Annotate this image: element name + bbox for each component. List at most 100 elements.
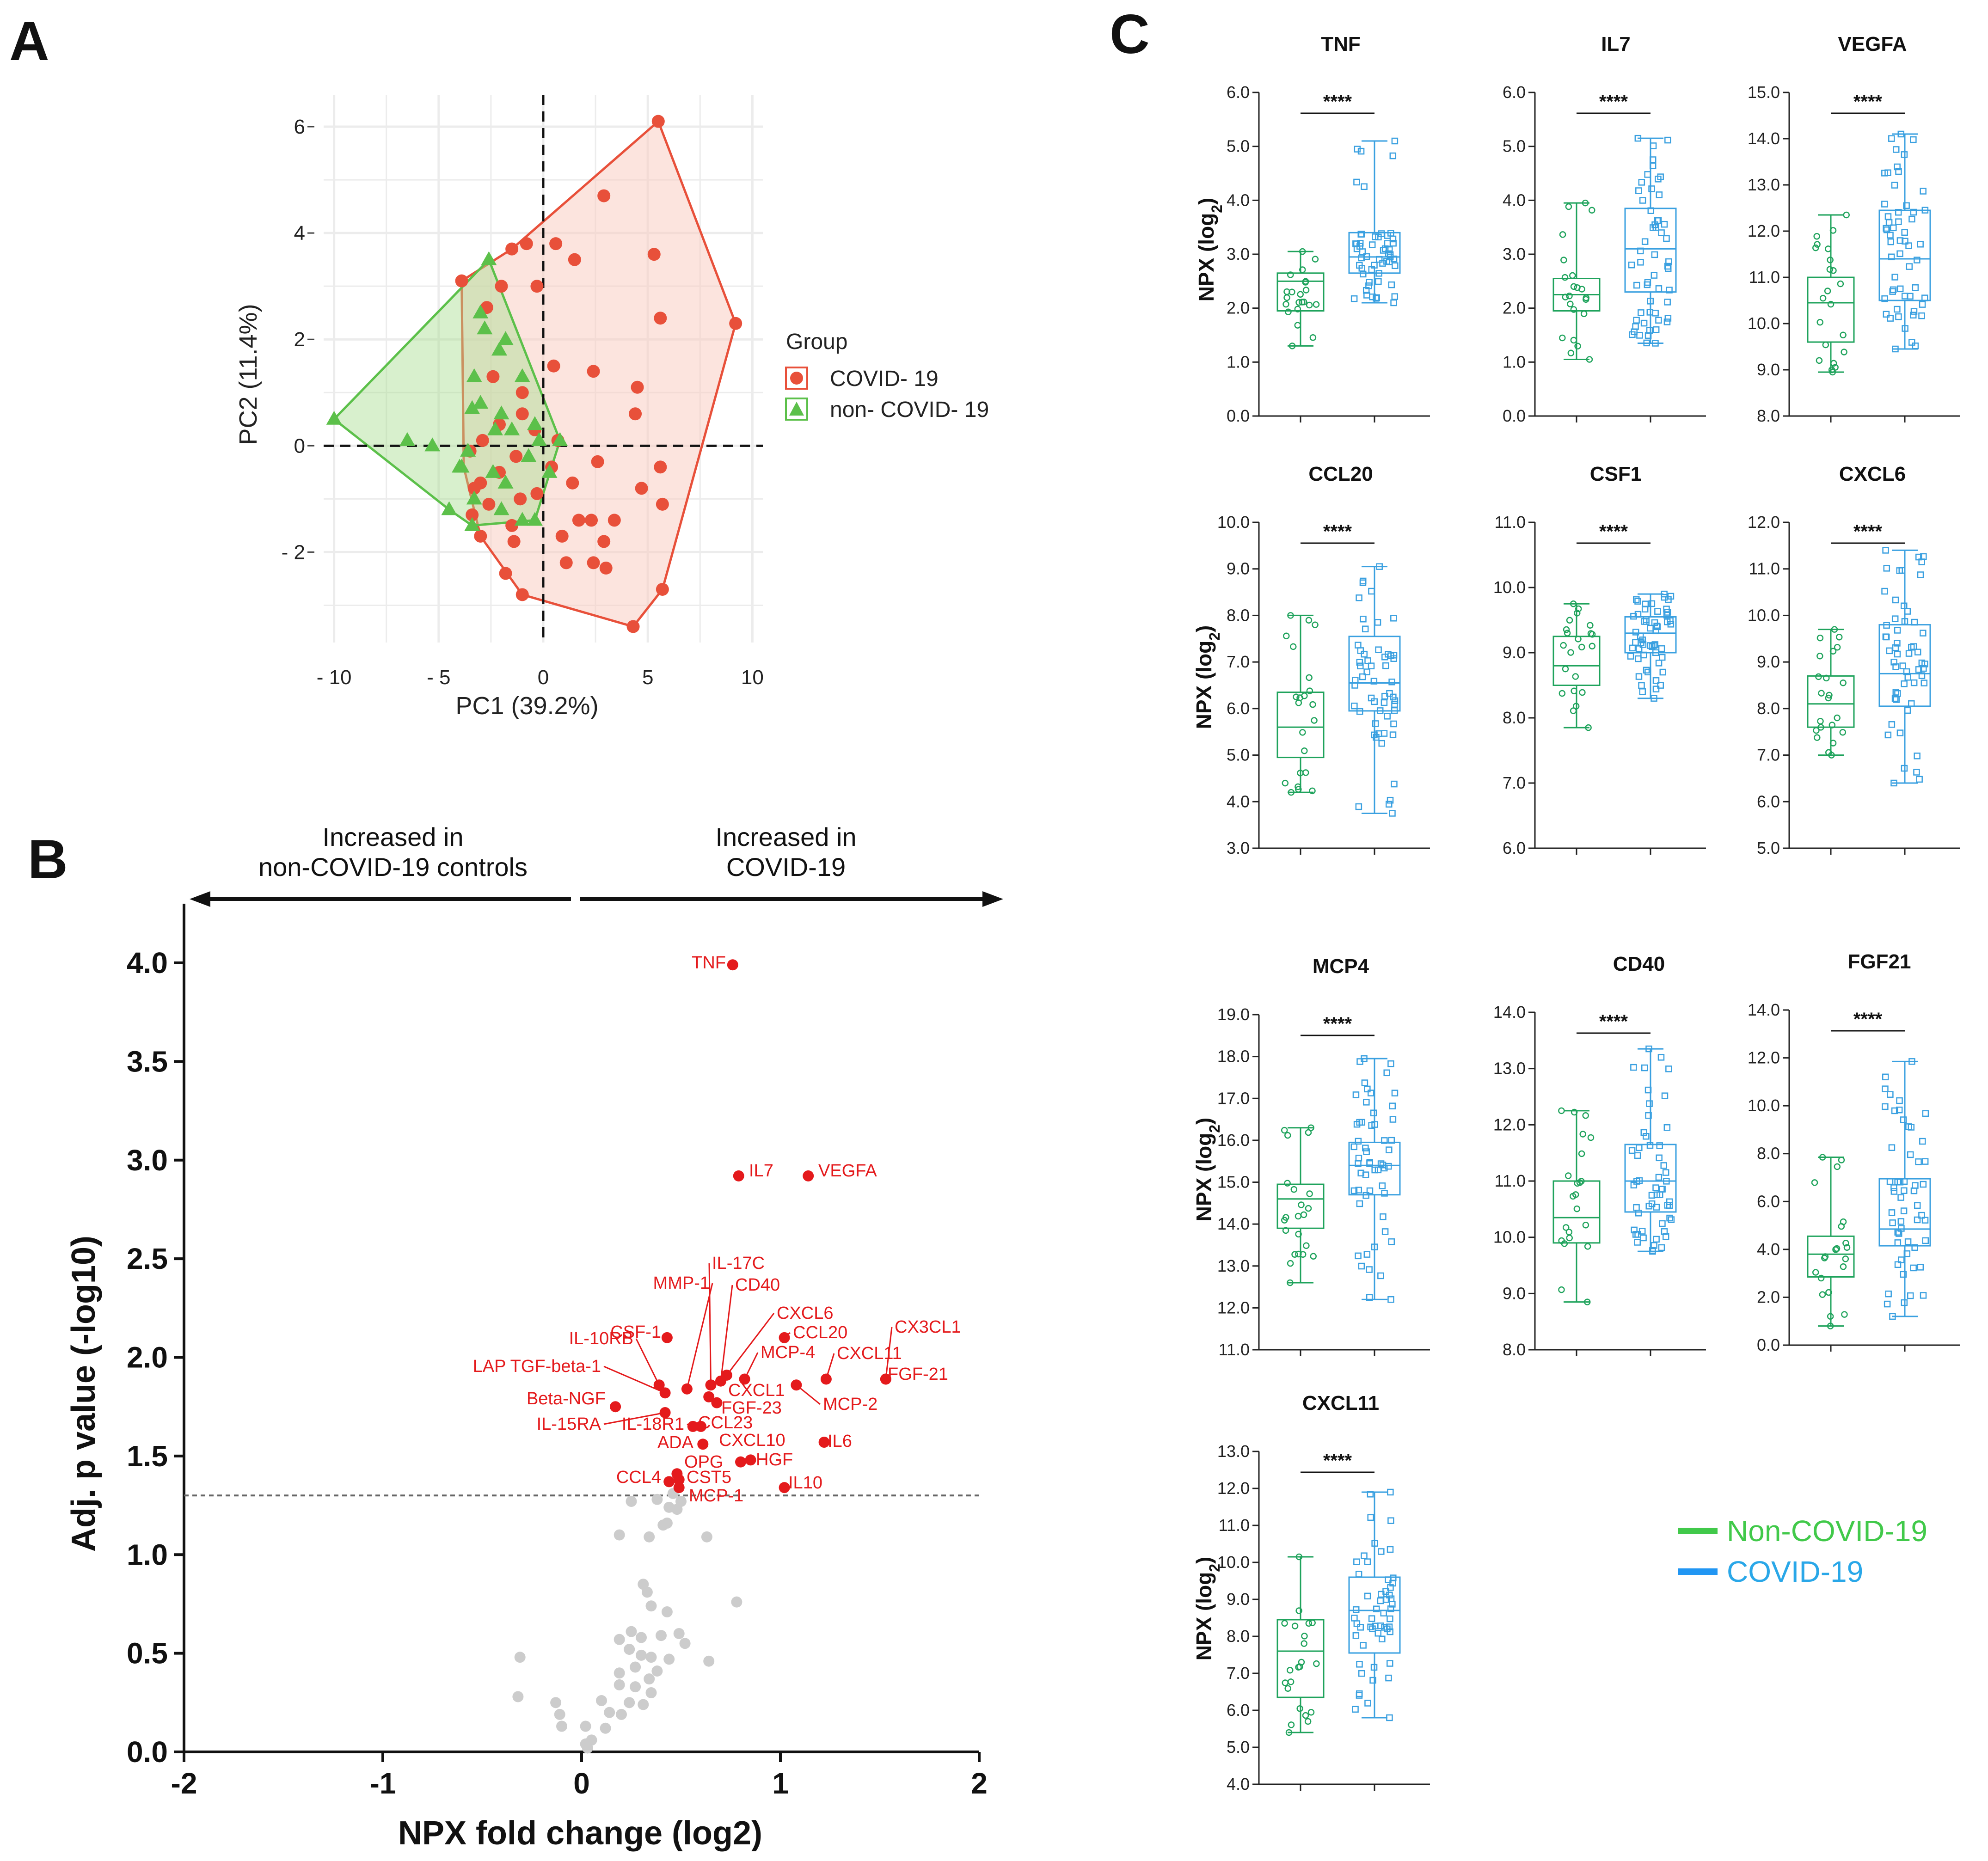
volcano-point-ns: [616, 1708, 627, 1720]
boxplot-point: [1827, 1313, 1834, 1320]
boxplot-point: [1302, 287, 1310, 294]
boxplot-point: [1663, 1178, 1670, 1185]
pca-point-noncovid: [497, 331, 514, 345]
boxplot-point: [1574, 343, 1581, 349]
boxplot-point: [1908, 643, 1915, 651]
boxplot-y-tick-label: 5.0: [1757, 839, 1780, 857]
boxplot-point: [1914, 257, 1921, 263]
volcano-point-ns: [614, 1529, 625, 1541]
boxplot-point: [1374, 1630, 1381, 1637]
pca-point-covid: [656, 497, 669, 511]
boxplot-point: [1883, 633, 1890, 641]
boxplot-point: [1823, 674, 1830, 682]
boxplot-point: [1908, 215, 1915, 223]
pca-point-covid: [530, 487, 544, 500]
boxplot-point: [1652, 1184, 1659, 1191]
boxplot-point: [1389, 152, 1397, 159]
pca-point-noncovid: [477, 320, 493, 335]
volcano-point-sig: [703, 1391, 715, 1402]
boxplot-point: [1642, 600, 1649, 607]
pca-point-covid: [499, 567, 512, 580]
boxplot-point: [1309, 334, 1317, 341]
boxplot-point: [1575, 636, 1582, 643]
boxplot-point: [1910, 679, 1918, 686]
boxplot-y-tick-label: 8.0: [1503, 1340, 1526, 1359]
boxplot-point: [1571, 687, 1577, 695]
boxplot-box: [1276, 272, 1325, 312]
boxplot-title: CXCL11: [1302, 1392, 1379, 1414]
boxplot-point: [1664, 299, 1671, 306]
boxplot-panel-cxcl11: CXCL11 4.0 5.0 6.0 7.0 8.0 9.0 10.0 11.0 12.0 13.0…: [1217, 1392, 1430, 1794]
boxplot-point: [1902, 325, 1908, 332]
boxplot-point: [1381, 730, 1388, 737]
volcano-point-sig: [727, 959, 738, 971]
boxplot-point: [1387, 1595, 1395, 1602]
volcano-point-ns: [651, 1494, 663, 1505]
boxplot-point: [1817, 1274, 1825, 1282]
boxplot-y-label-subscript: 2: [1206, 1564, 1223, 1572]
boxplot-point: [1910, 136, 1917, 143]
boxplot-point: [1379, 1635, 1386, 1643]
volcano-gene-label: TNF: [692, 953, 726, 973]
boxplot-point: [1301, 1640, 1307, 1647]
boxplot-point: [1917, 1264, 1924, 1271]
boxplot-point: [1657, 173, 1664, 180]
boxplot-y-tick-label: 4.0: [1227, 190, 1250, 209]
boxplot-point: [1918, 672, 1926, 679]
boxplot-point: [1635, 1210, 1642, 1217]
boxplot-point: [1384, 240, 1391, 247]
boxplot-point: [1304, 1718, 1312, 1725]
boxplot-point: [1818, 690, 1825, 697]
boxplot-y-tick-label: 4.0: [1757, 1240, 1780, 1259]
boxplot-point: [1902, 238, 1908, 245]
boxplot-point: [1387, 1517, 1394, 1524]
pca-point-covid: [587, 556, 600, 569]
boxplot-point: [1834, 714, 1841, 722]
volcano-point-sig: [735, 1456, 746, 1468]
boxplot-point: [1306, 674, 1313, 681]
boxplot-point: [1282, 1679, 1289, 1686]
boxplot-point: [1387, 1296, 1394, 1303]
boxplot-y-tick-label: 5.0: [1227, 1738, 1250, 1757]
boxplot-point: [1361, 1079, 1368, 1086]
volcano-point-ns: [624, 1644, 635, 1655]
boxplot-point: [1364, 657, 1371, 664]
volcano-point-sig: [745, 1454, 756, 1466]
boxplot-point: [1573, 610, 1581, 617]
boxplot-point: [1570, 1193, 1577, 1200]
boxplot-point: [1633, 596, 1640, 603]
boxplot-point: [1295, 786, 1302, 793]
boxplot-point: [1645, 1112, 1652, 1119]
boxplot-point: [1901, 765, 1908, 772]
boxplot-point: [1353, 1620, 1361, 1627]
boxplot-point: [1572, 703, 1580, 710]
boxplot-point: [1904, 1238, 1912, 1245]
boxplot-point: [1582, 1112, 1589, 1119]
boxplot-point: [1643, 1133, 1650, 1140]
boxplot-point: [1356, 1058, 1363, 1065]
boxplot-point: [1352, 1706, 1359, 1713]
boxplot-point: [1824, 245, 1832, 252]
boxplot-point: [1389, 1116, 1397, 1123]
boxplot-point: [1895, 168, 1902, 175]
volcano-y-tick-label: 2.5: [127, 1242, 168, 1275]
volcano-x-tick-label: -2: [171, 1767, 197, 1800]
volcano-gene-label: IL6: [828, 1432, 852, 1451]
boxplot-point: [1290, 1186, 1298, 1193]
boxplot-point: [1385, 1576, 1392, 1583]
boxplot-point: [1908, 700, 1915, 707]
boxplot-point: [1356, 594, 1362, 601]
boxplot-point: [1371, 1121, 1378, 1128]
volcano-leader-line: [708, 1263, 712, 1385]
boxplot-y-tick-label: 17.0: [1217, 1089, 1250, 1108]
volcano-x-tick-label: 2: [971, 1767, 988, 1800]
boxplot-point: [1907, 1151, 1914, 1158]
boxplot-point: [1388, 1238, 1395, 1245]
boxplot-y-tick-label: 1.0: [1227, 352, 1250, 371]
boxplot-point: [1386, 1714, 1393, 1721]
boxplot-point: [1632, 639, 1639, 646]
boxplot-y-tick-label: 5.0: [1503, 137, 1526, 156]
pca-x-tick-label: 0: [538, 666, 549, 689]
boxplot-point: [1922, 1110, 1929, 1117]
boxplot-point: [1883, 225, 1890, 232]
